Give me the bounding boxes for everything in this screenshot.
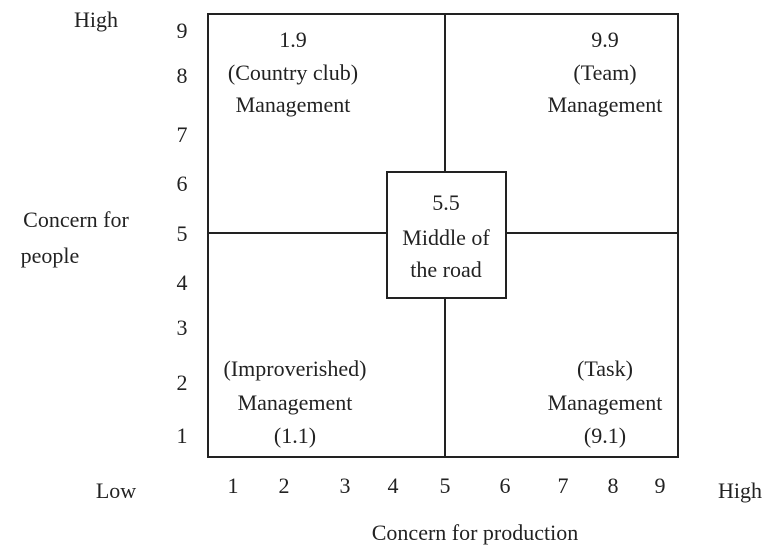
quadrant-text: (Team) — [573, 60, 636, 85]
quadrant-text: (Task) — [577, 356, 633, 381]
quadrant-text: Management — [548, 92, 663, 117]
x-tick-label: 6 — [500, 473, 511, 498]
quadrant-text: 1.9 — [279, 27, 307, 52]
y-tick-label: 5 — [177, 221, 188, 246]
y-title: Concern for — [23, 207, 129, 232]
x-tick-label: 3 — [340, 473, 351, 498]
x-tick-label: 1 — [228, 473, 239, 498]
quadrant-text: 9.9 — [591, 27, 619, 52]
quadrant-text: Management — [236, 92, 351, 117]
quadrant-text: (Country club) — [228, 60, 358, 85]
y-title: people — [21, 243, 80, 268]
y-tick-label: 4 — [177, 270, 188, 295]
y-tick-label: 7 — [177, 122, 188, 147]
y-tick-label: 1 — [177, 423, 188, 448]
x-tick-label: 9 — [655, 473, 666, 498]
y-tick-label: 8 — [177, 63, 188, 88]
center-text: Middle of — [402, 225, 490, 250]
y-tick-label: 2 — [177, 370, 188, 395]
center-text: 5.5 — [432, 190, 460, 215]
x-high-label: High — [718, 478, 762, 503]
center-box — [386, 171, 507, 299]
x-tick-label: 4 — [388, 473, 399, 498]
x-tick-label: 8 — [608, 473, 619, 498]
quadrant-text: (Improverished) — [224, 356, 367, 381]
quadrant-text: (9.1) — [584, 423, 626, 448]
center-text: the road — [410, 257, 481, 282]
x-tick-label: 5 — [440, 473, 451, 498]
y-high-label: High — [74, 7, 118, 32]
x-tick-label: 7 — [558, 473, 569, 498]
quadrant-text: Management — [238, 390, 353, 415]
x-tick-label: 2 — [279, 473, 290, 498]
x-title: Concern for production — [372, 520, 579, 545]
y-tick-label: 6 — [177, 171, 188, 196]
y-tick-label: 9 — [177, 18, 188, 43]
y-tick-label: 3 — [177, 315, 188, 340]
quadrant-text: Management — [548, 390, 663, 415]
quadrant-text: (1.1) — [274, 423, 316, 448]
grid-frame — [207, 13, 679, 458]
x-low-label: Low — [96, 478, 136, 503]
